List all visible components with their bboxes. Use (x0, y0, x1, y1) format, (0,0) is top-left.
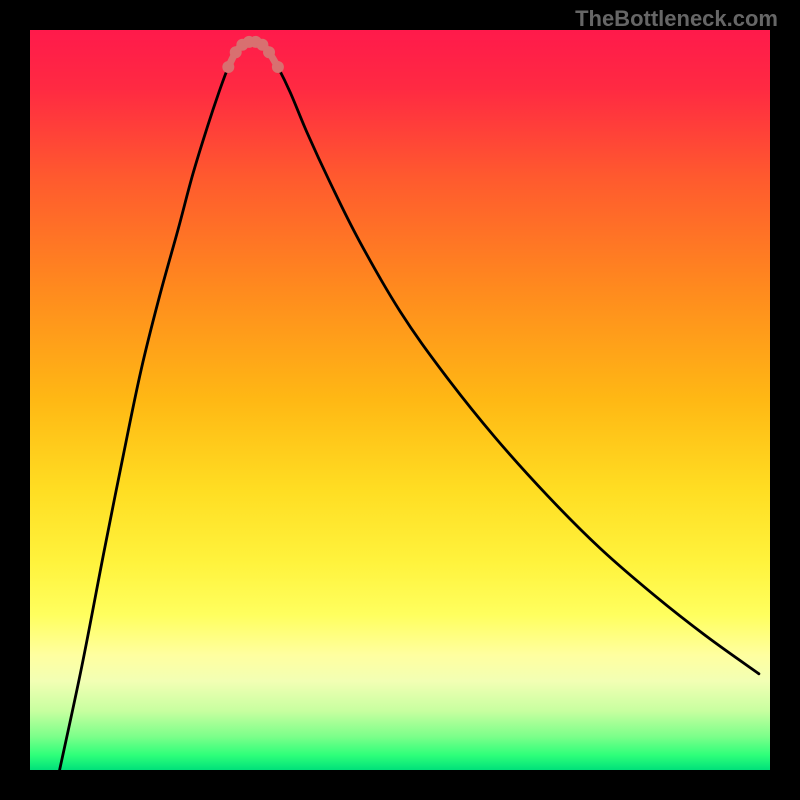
chart-inner (30, 30, 770, 770)
watermark-label: TheBottleneck.com (575, 6, 778, 32)
trough-marker (263, 46, 275, 58)
curve-right (262, 45, 759, 674)
trough-marker (222, 61, 234, 73)
curves-layer (30, 30, 770, 770)
curve-left (60, 45, 243, 770)
trough-marker (272, 61, 284, 73)
chart-viewport (30, 30, 770, 770)
